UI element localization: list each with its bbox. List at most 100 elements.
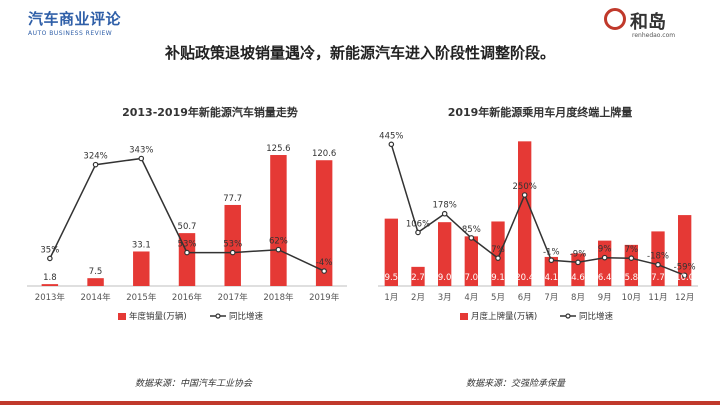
chart2-growth-label: -59%	[674, 262, 696, 272]
chart2-legend-bar-label: 月度上牌量(万辆)	[471, 311, 537, 322]
chart1-x-tick-label: 2015年	[126, 292, 157, 303]
logo-abr-name: 汽车商业评论	[28, 10, 122, 28]
chart1-bar	[224, 204, 241, 286]
chart2-x-tick-label: 6月	[518, 293, 532, 303]
chart1-growth-point	[321, 268, 327, 274]
chart2-growth-point	[575, 259, 581, 266]
chart2-bar-value-label: 20.4	[515, 273, 534, 283]
chart2-bar	[384, 218, 398, 286]
chart1-growth-label: 35%	[40, 245, 59, 255]
chart2-growth-label: 7%	[625, 245, 639, 255]
chart2-bar	[544, 256, 558, 286]
chart2-growth-point	[521, 192, 528, 198]
chart2-x-tick-label: 1月	[384, 293, 398, 303]
chart2-growth-point	[601, 254, 608, 261]
chart2-growth-label: 85%	[462, 225, 481, 235]
chart2-x-tick-label: 11月	[648, 293, 667, 303]
chart2-growth-point	[655, 261, 661, 268]
chart1-growth-label: 324%	[83, 152, 107, 162]
chart2-bar-value-label: 9.1	[491, 273, 505, 283]
chart2-x-tick-label: 8月	[571, 293, 585, 303]
logo-renhedao: 和岛 renhedao.com	[604, 6, 694, 42]
chart1-bar-value-label: 120.6	[312, 149, 336, 159]
chart2-x-tick-label: 7月	[544, 293, 558, 303]
chart2-legend-line-label: 同比增速	[579, 311, 614, 322]
chart2-growth-label: 250%	[513, 182, 537, 192]
page-headline: 补贴政策退坡销量遇冷，新能源汽车进入阶段性调整阶段。	[164, 44, 555, 62]
chart2-x-tick-label: 5月	[491, 293, 505, 303]
chart1-legend-bar-label: 年度销量(万辆)	[129, 311, 187, 322]
chart1-growth-label: 62%	[269, 237, 288, 247]
chart2-x-tick-label: 3月	[438, 293, 452, 303]
chart1-legend-line-marker	[215, 313, 221, 319]
chart1-annual-sales: 1.8 7.5 33.1 50.7 77.7 125.6 120.6 35% 324% 343% 5…	[27, 144, 347, 322]
chart1-bar-value-label: 7.5	[89, 267, 103, 277]
chart2-growth-point	[495, 255, 501, 261]
chart2-bar	[651, 231, 665, 286]
chart2-bar	[438, 222, 452, 286]
chart2-x-tick-label: 2月	[411, 293, 425, 303]
chart2-growth-point	[468, 235, 475, 241]
chart2-bar	[598, 240, 612, 286]
chart2-growth-point	[441, 210, 448, 217]
logo-renhedao-url: renhedao.com	[632, 32, 676, 39]
chart2-legend-bar-swatch	[460, 313, 468, 320]
chart2-growth-point	[548, 257, 555, 264]
chart1-bar	[178, 233, 196, 286]
logo-abr-subtitle: AUTO BUSINESS REVIEW	[28, 30, 113, 37]
chart2-bar-value-label: 9.0	[438, 273, 452, 283]
chart1-growth-point	[275, 246, 282, 253]
chart1-growth-label: 53%	[178, 240, 197, 250]
chart2-bar	[678, 215, 692, 286]
chart2-x-tick-label: 4月	[464, 293, 478, 303]
chart2-growth-line	[390, 144, 685, 276]
chart1-legend-line-label: 同比增速	[229, 311, 264, 322]
chart1-growth-label: -4%	[316, 258, 333, 268]
logo-circle-icon	[604, 8, 626, 30]
chart1-x-tick-label: 2014年	[81, 292, 112, 303]
chart2-growth-label: 9%	[598, 245, 612, 255]
chart2-bar-value-label: 2.7	[411, 273, 425, 283]
chart2-growth-point	[681, 272, 688, 279]
chart2-bar-value-label: 10.0	[675, 273, 694, 283]
chart1-legend-bar-swatch	[118, 313, 126, 320]
chart1-bar	[270, 155, 287, 286]
chart1-x-tick-label: 2013年	[35, 292, 66, 303]
chart1-x-tick-label: 2017年	[218, 292, 249, 303]
chart2-bar-value-label: 9.5	[385, 273, 399, 283]
chart2-bar	[411, 266, 425, 286]
chart1-bar-value-label: 33.1	[132, 240, 151, 250]
chart2-growth-label: 7%	[491, 245, 505, 255]
bottom-accent-bar	[0, 401, 720, 405]
chart1-growth-point	[229, 249, 236, 256]
chart1-growth-point	[92, 161, 99, 168]
chart1-source: 数据来源：中国汽车工业协会	[135, 379, 253, 389]
chart2-bar	[464, 236, 478, 286]
chart2-bar	[624, 244, 638, 286]
chart2-growth-point	[628, 255, 635, 261]
chart1-bar	[41, 284, 59, 286]
chart1-bar	[133, 251, 150, 286]
chart2-growth-label: -9%	[570, 249, 587, 259]
chart1-x-tick-label: 2016年	[172, 292, 203, 303]
chart1-growth-point	[47, 255, 53, 262]
chart1-x-tick-label: 2019年	[309, 292, 340, 303]
chart1-growth-label: 343%	[129, 145, 153, 155]
chart1-x-tick-label: 2018年	[263, 292, 294, 303]
chart2-title: 2019年新能源乘用车月度终端上牌量	[447, 106, 633, 119]
chart1-bar-value-label: 1.8	[43, 273, 57, 283]
chart2-growth-label: -1%	[543, 247, 560, 257]
logo-abr: 汽车商业评论 AUTO BUSINESS REVIEW	[28, 8, 168, 37]
chart2-bar-value-label: 7.0	[465, 273, 479, 283]
chart1-growth-point	[184, 249, 190, 256]
chart2-growth-label: 178%	[433, 201, 457, 211]
chart1-bar-value-label: 50.7	[178, 222, 197, 232]
chart1-title: 2013-2019年新能源汽车销量走势	[122, 106, 298, 119]
chart2-bar-value-label: 7.7	[651, 273, 665, 283]
chart2-growth-point	[388, 141, 395, 148]
chart2-bar-value-label: 5.8	[625, 273, 639, 283]
chart2-source: 数据来源：交强险承保量	[466, 379, 566, 389]
chart2-x-tick-label: 10月	[622, 293, 641, 303]
chart2-bar-value-label: 4.1	[545, 273, 559, 283]
chart2-monthly-registrations: 9.5 2.7 9.0 7.0 9.1 20.4 4.1 4.6 6.4 5.8 7.7 10.0 44…	[378, 131, 698, 322]
